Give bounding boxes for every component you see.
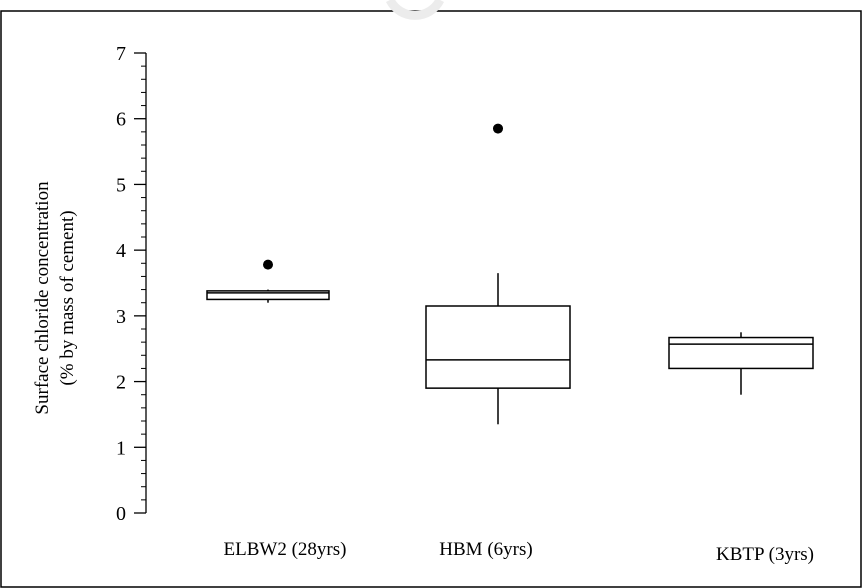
box bbox=[669, 338, 813, 369]
x-category-label: HBM (6yrs) bbox=[439, 539, 532, 560]
y-tick-label: 2 bbox=[116, 372, 126, 394]
y-tick-label: 1 bbox=[116, 437, 126, 459]
outlier-point bbox=[263, 260, 273, 270]
y-axis-title-2: (% by mass of cement) bbox=[57, 210, 78, 385]
y-tick-label: 5 bbox=[116, 174, 126, 196]
y-axis-title: Surface chloride concentration bbox=[32, 181, 53, 415]
box bbox=[426, 306, 570, 388]
x-category-label: ELBW2 (28yrs) bbox=[224, 539, 347, 560]
y-tick-label: 7 bbox=[116, 43, 126, 65]
y-tick-label: 6 bbox=[116, 109, 126, 131]
y-tick-label: 3 bbox=[116, 306, 126, 328]
y-axis-title-line2: (% by mass of cement) bbox=[57, 210, 78, 385]
y-tick-label: 4 bbox=[116, 240, 126, 262]
y-tick-label: 0 bbox=[116, 503, 126, 525]
x-category-label: KBTP (3yrs) bbox=[716, 544, 814, 565]
watermark-arc bbox=[390, 0, 440, 15]
chart-frame bbox=[1, 11, 861, 587]
y-axis-title-line1: Surface chloride concentration bbox=[32, 181, 53, 415]
outlier-point bbox=[493, 124, 503, 134]
